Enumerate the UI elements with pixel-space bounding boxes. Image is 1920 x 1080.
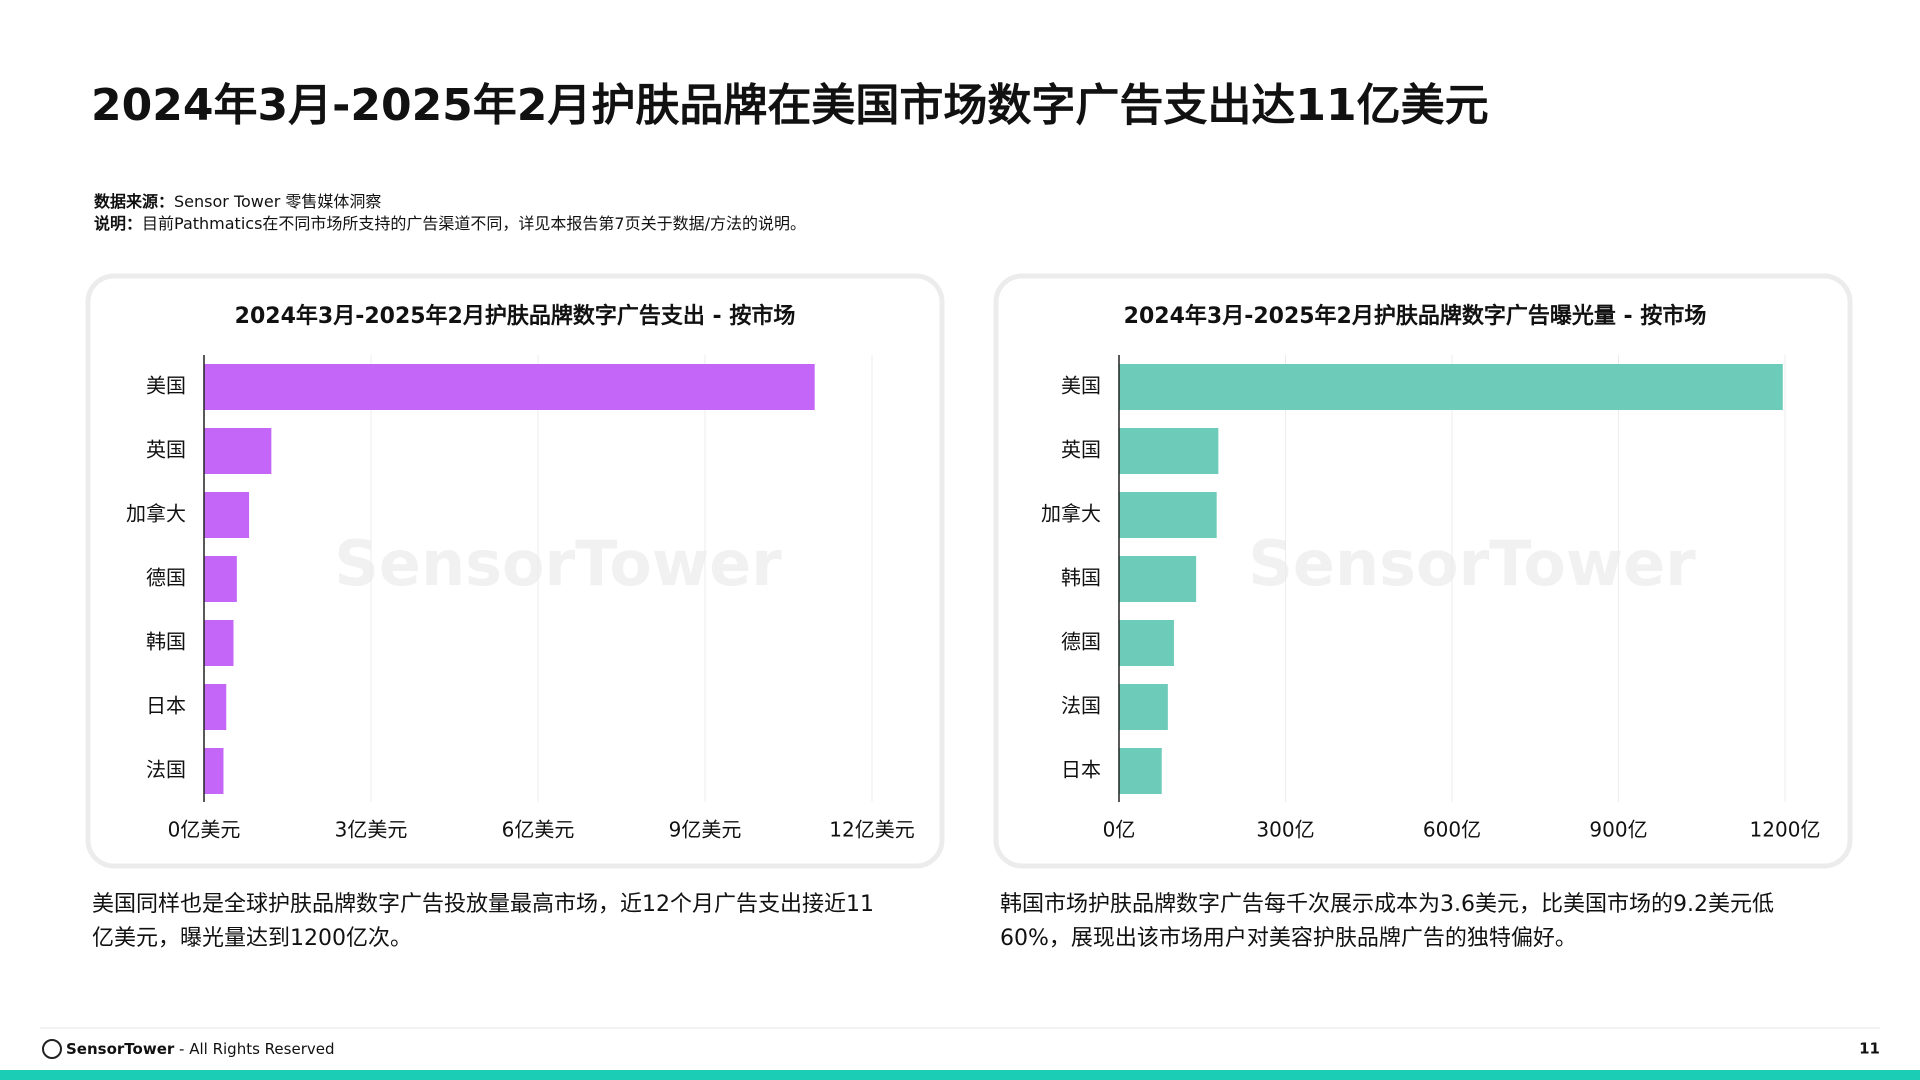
note: 说明：目前Pathmatics在不同市场所支持的广告渠道不同，详见本报告第7页关…	[94, 214, 806, 233]
bar	[204, 364, 815, 410]
bar	[1119, 556, 1197, 602]
footer-logo	[42, 1039, 62, 1059]
y-tick-label: 法国	[146, 758, 186, 782]
y-tick-label: 日本	[1061, 758, 1101, 782]
footer-band	[0, 1070, 1920, 1080]
y-tick-label: 英国	[1061, 438, 1101, 462]
bar	[1119, 684, 1168, 730]
y-tick-label: 韩国	[1061, 566, 1101, 590]
x-tick-label: 600亿	[1423, 818, 1481, 842]
caption: 60%，展现出该市场用户对美容护肤品牌广告的独特偏好。	[1000, 926, 1577, 951]
y-tick-label: 美国	[146, 374, 186, 398]
bar	[204, 684, 227, 730]
y-tick-label: 加拿大	[126, 502, 186, 526]
bar	[1119, 364, 1783, 410]
x-tick-label: 300亿	[1256, 818, 1314, 842]
x-tick-label: 0亿美元	[168, 818, 241, 842]
y-tick-label: 法国	[1061, 694, 1101, 718]
bar	[1119, 492, 1217, 538]
source-text: Sensor Tower 零售媒体洞察	[174, 192, 381, 211]
x-tick-label: 1200亿	[1750, 818, 1821, 842]
y-tick-label: 日本	[146, 694, 186, 718]
y-tick-label: 美国	[1061, 374, 1101, 398]
y-tick-label: 英国	[146, 438, 186, 462]
bar	[204, 620, 234, 666]
watermark: SensorTower	[1248, 527, 1696, 600]
y-tick-label: 韩国	[146, 630, 186, 654]
note-label: 说明：	[94, 214, 142, 233]
y-tick-label: 加拿大	[1041, 502, 1101, 526]
bar	[1119, 748, 1162, 794]
bar	[204, 556, 237, 602]
caption: 美国同样也是全球护肤品牌数字广告投放量最高市场，近12个月广告支出接近11	[92, 892, 874, 917]
caption: 亿美元，曝光量达到1200亿次。	[92, 926, 412, 951]
y-tick-label: 德国	[1061, 630, 1101, 654]
card	[85, 273, 945, 869]
watermark: SensorTower	[334, 527, 782, 600]
x-tick-label: 0亿	[1103, 818, 1136, 842]
note-text: 目前Pathmatics在不同市场所支持的广告渠道不同，详见本报告第7页关于数据…	[142, 214, 806, 233]
x-tick-label: 6亿美元	[502, 818, 575, 842]
chart-title: 2024年3月-2025年2月护肤品牌数字广告支出 - 按市场	[235, 303, 796, 329]
x-tick-label: 12亿美元	[829, 818, 914, 842]
bar	[204, 492, 250, 538]
page-number: 11	[1859, 1040, 1880, 1058]
footer-brand: SensorTower	[66, 1040, 175, 1058]
x-tick-label: 9亿美元	[669, 818, 742, 842]
caption: 韩国市场护肤品牌数字广告每千次展示成本为3.6美元，比美国市场的9.2美元低	[1000, 892, 1774, 917]
x-tick-label: 3亿美元	[335, 818, 408, 842]
page-title: 2024年3月-2025年2月护肤品牌在美国市场数字广告支出达11亿美元	[91, 80, 1489, 131]
source: 数据来源：Sensor Tower 零售媒体洞察	[94, 192, 381, 211]
card	[993, 273, 1853, 869]
bar	[204, 748, 224, 794]
bar	[204, 428, 272, 474]
y-tick-label: 德国	[146, 566, 186, 590]
bar	[1119, 620, 1174, 666]
source-label: 数据来源：	[94, 192, 174, 211]
x-tick-label: 900亿	[1589, 818, 1647, 842]
chart-title: 2024年3月-2025年2月护肤品牌数字广告曝光量 - 按市场	[1124, 303, 1707, 329]
footer: SensorTower - All Rights Reserved	[66, 1040, 335, 1058]
bar	[1119, 428, 1219, 474]
footer-text: - All Rights Reserved	[179, 1040, 334, 1058]
